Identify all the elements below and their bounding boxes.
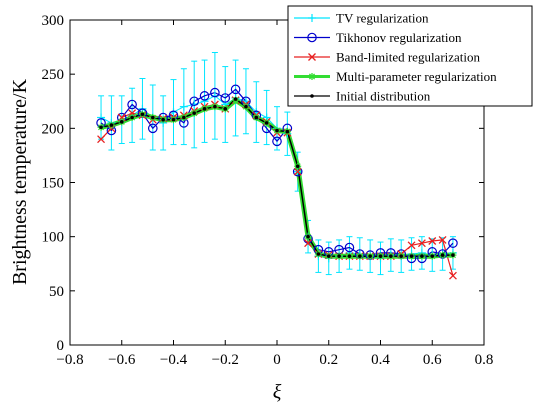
x-tick-label: −0.4 [160, 352, 188, 368]
legend-label: Tikhonov regularization [336, 30, 462, 45]
y-axis-label: Brightness temperature/K [9, 78, 31, 285]
data-point-initial-distribution [399, 254, 404, 258]
series-markers [96, 84, 458, 280]
y-tick-label: 300 [42, 13, 65, 29]
legend-label: Initial distribution [336, 89, 431, 104]
y-tick-label: 50 [49, 284, 64, 300]
y-tick-label: 100 [42, 230, 65, 246]
data-point-band-limited-regularization [293, 167, 302, 176]
data-point-initial-distribution [99, 125, 103, 130]
x-axis-label: ξ [273, 381, 282, 403]
x-tick-label: −0.6 [108, 352, 136, 368]
data-point-initial-distribution [140, 112, 145, 117]
x-tick-label: −0.2 [212, 352, 239, 368]
data-point-initial-distribution [440, 253, 445, 257]
data-point-band-limited-regularization [448, 271, 457, 280]
x-tick-label: 0 [273, 352, 281, 368]
data-point-initial-distribution [151, 115, 155, 120]
legend-swatch-marker [308, 53, 316, 61]
data-point-tikhonov-regularization [448, 238, 458, 248]
legend-swatch-marker [310, 94, 314, 98]
data-point-tv-regularization [97, 113, 106, 122]
data-point-initial-distribution [358, 254, 362, 258]
data-point-tikhonov-regularization [148, 123, 158, 134]
legend-label: Band-limited regularization [336, 50, 481, 65]
y-tick-label: 150 [42, 176, 65, 192]
data-point-initial-distribution [451, 253, 455, 257]
legend-swatch-marker [307, 32, 317, 43]
x-tick-label: 0.6 [423, 352, 442, 368]
legend-item-multi-parameter-regularization: Multi-parameter regularization [294, 69, 497, 84]
data-point-tikhonov-regularization [199, 91, 210, 101]
data-point-initial-distribution [368, 254, 372, 258]
legend-label: Multi-parameter regularization [336, 69, 497, 84]
data-point-initial-distribution [337, 254, 341, 258]
x-tick-label: 0.4 [371, 352, 390, 368]
legend-item-initial-distribution: Initial distribution [294, 89, 431, 104]
data-point-initial-distribution [109, 123, 114, 127]
data-point-band-limited-regularization [417, 239, 426, 248]
data-point-initial-distribution [420, 254, 424, 258]
data-point-initial-distribution [192, 111, 196, 115]
data-point-tikhonov-regularization [127, 99, 137, 110]
x-axis-ticks: −0.8 −0.6 −0.4 −0.2 0 0.2 0.4 0.6 0.8 [56, 20, 493, 368]
y-tick-label: 250 [42, 67, 65, 83]
legend-swatch-marker [308, 14, 316, 22]
data-point-initial-distribution [233, 97, 238, 101]
data-point-initial-distribution [306, 234, 310, 239]
data-point-initial-distribution [202, 107, 207, 111]
data-point-tikhonov-regularization [220, 93, 231, 103]
data-point-initial-distribution [264, 121, 269, 125]
legend-swatch-marker [308, 73, 316, 80]
data-point-band-limited-regularization [428, 237, 437, 245]
data-point-initial-distribution [119, 120, 124, 124]
data-point-initial-distribution [295, 164, 300, 169]
y-tick-label: 200 [42, 121, 65, 137]
x-tick-label: 0.8 [475, 352, 494, 368]
data-point-initial-distribution [326, 254, 331, 258]
data-point-initial-distribution [389, 254, 393, 258]
data-point-band-limited-regularization [407, 241, 416, 250]
legend-label: TV regularization [336, 11, 429, 26]
data-point-band-limited-regularization [304, 239, 313, 248]
x-tick-label: −0.8 [56, 352, 83, 368]
data-point-initial-distribution [430, 254, 435, 258]
data-point-initial-distribution [223, 107, 228, 111]
legend-item-tv-regularization: TV regularization [294, 11, 429, 26]
legend: TV regularization Tikhonov regularization… [287, 5, 533, 107]
data-point-initial-distribution [130, 115, 134, 120]
data-point-initial-distribution [378, 254, 383, 258]
data-point-band-limited-regularization [97, 135, 106, 144]
x-tick-label: 0.2 [319, 352, 338, 368]
data-point-band-limited-regularization [438, 235, 447, 244]
data-point-tikhonov-regularization [189, 96, 199, 107]
data-point-initial-distribution [254, 115, 259, 120]
data-point-initial-distribution [275, 128, 279, 133]
data-point-initial-distribution [285, 129, 290, 134]
data-point-initial-distribution [347, 254, 352, 258]
data-point-tikhonov-regularization [272, 136, 282, 147]
y-tick-label: 0 [57, 338, 65, 354]
legend-box [287, 5, 533, 107]
data-point-tikhonov-regularization [344, 242, 355, 253]
legend-item-tikhonov-regularization: Tikhonov regularization [294, 30, 462, 45]
data-point-initial-distribution [161, 117, 165, 122]
data-point-initial-distribution [409, 254, 414, 258]
data-point-tikhonov-regularization [210, 87, 220, 98]
legend-item-band-limited-regularization: Band-limited regularization [294, 50, 481, 65]
y-axis-ticks: 0 50 100 150 200 250 300 [42, 13, 484, 354]
data-point-tv-regularization [179, 102, 188, 111]
data-point-tikhonov-regularization [230, 84, 241, 95]
data-point-initial-distribution [171, 117, 176, 122]
data-point-initial-distribution [213, 104, 217, 109]
data-point-initial-distribution [182, 115, 186, 120]
data-point-initial-distribution [316, 252, 321, 256]
data-point-initial-distribution [244, 104, 248, 109]
data-point-tv-regularization [200, 97, 209, 106]
